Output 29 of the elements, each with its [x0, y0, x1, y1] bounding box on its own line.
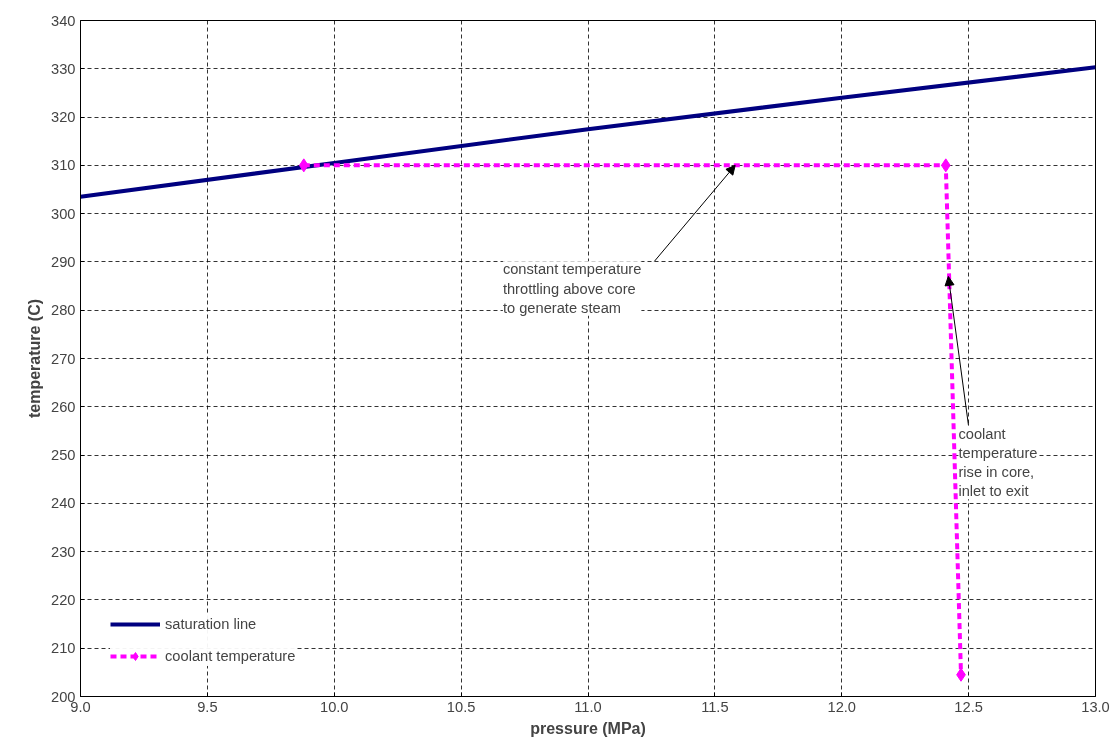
line-series — [80, 65, 1096, 199]
x-tick-label: 12.5 — [954, 698, 983, 715]
y-tick-label: 280 — [51, 302, 76, 319]
y-tick-label: 220 — [51, 591, 76, 608]
y-tick-label: 260 — [51, 398, 76, 415]
y-tick-label: 250 — [51, 447, 76, 464]
x-axis-title: pressure (MPa) — [530, 719, 646, 737]
x-tick-label: 9.5 — [197, 698, 218, 715]
y-axis-title: temperature (C) — [26, 298, 44, 419]
y-tick-label: 310 — [51, 157, 76, 174]
y-tick-label: 240 — [51, 495, 76, 512]
y-tick-label: 210 — [51, 640, 76, 657]
x-tick-label: 11.5 — [701, 698, 729, 715]
annotation: coolant temperature rise in core, inlet to exit — [958, 425, 1038, 500]
x-tick-label: 12.0 — [827, 698, 857, 715]
y-tick-label: 290 — [51, 253, 76, 270]
y-tick-label: 230 — [51, 543, 76, 560]
y-tick-label: 330 — [51, 60, 76, 77]
legend-label: coolant temperature — [165, 648, 296, 664]
y-tick-label: 300 — [51, 205, 76, 222]
x-tick-label: 10.0 — [319, 698, 349, 715]
x-tick-label: 13.0 — [1081, 698, 1110, 715]
legend-label: saturation line — [165, 616, 257, 632]
x-tick-label: 11.0 — [574, 698, 602, 715]
y-tick-label: 320 — [51, 109, 76, 126]
y-tick-label: 270 — [51, 350, 76, 367]
annotation: constant temperature throttling above core to generate steam — [502, 261, 642, 316]
y-tick-label: 340 — [51, 12, 76, 29]
x-tick-label: 10.5 — [446, 698, 476, 715]
